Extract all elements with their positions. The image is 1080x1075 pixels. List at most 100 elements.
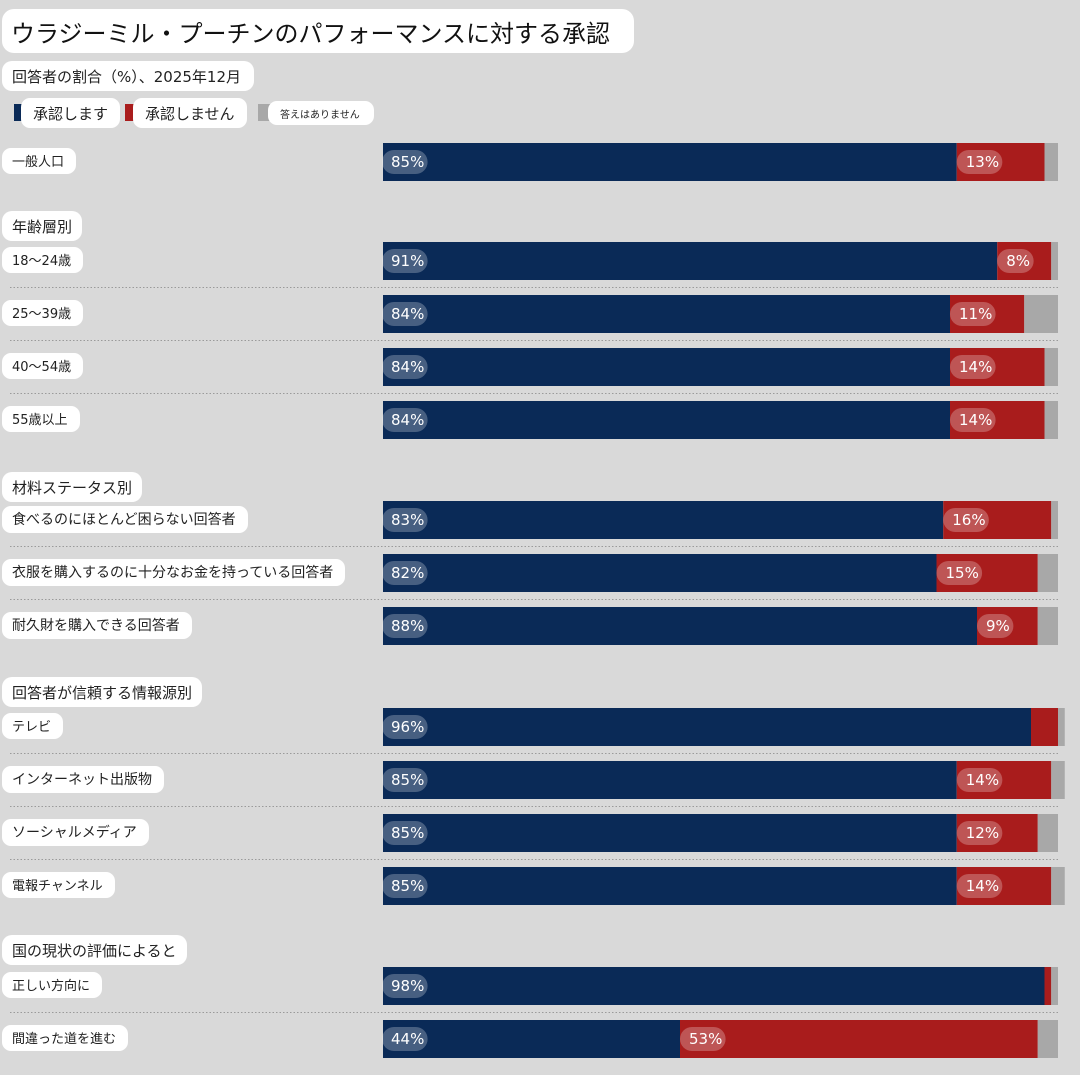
- section-age-label: 年齢層別: [2, 211, 83, 241]
- approve-value-label-chip: [382, 150, 428, 174]
- bar-no-answer: [1037, 1020, 1058, 1058]
- approve-value-label: 88%: [391, 617, 424, 635]
- section-country-label: 国の現状の評価によると: [2, 935, 187, 965]
- bar-no-answer: [1051, 967, 1058, 1005]
- approve-value-label-chip: [382, 974, 428, 998]
- approve-value-label: 85%: [391, 877, 424, 895]
- approve-value-label: 96%: [391, 718, 424, 736]
- disapprove-value-label: 9%: [986, 617, 1010, 635]
- row-label: テレビ: [2, 712, 64, 739]
- bar-approve: [383, 761, 957, 799]
- bar-approve: [383, 1020, 680, 1058]
- disapprove-value-label: 53%: [689, 1030, 722, 1048]
- row-label: 18〜24歳: [2, 246, 84, 273]
- bar-approve: [383, 607, 977, 645]
- disapprove-value-label: 12%: [966, 824, 999, 842]
- bar-no-answer: [1037, 814, 1058, 852]
- bar-disapprove: [956, 143, 1045, 181]
- approve-value-label: 84%: [391, 411, 424, 429]
- bar-disapprove: [956, 867, 1052, 905]
- bar-approve: [383, 967, 1045, 1005]
- bar-no-answer: [1051, 242, 1058, 280]
- approve-value-label-chip: [382, 614, 428, 638]
- bar-approve: [383, 348, 950, 386]
- chart-subtitle: 回答者の割合（%）、2025年12月: [2, 61, 255, 91]
- approve-value-label-chip: [382, 508, 428, 532]
- disapprove-value-label: 14%: [959, 358, 992, 376]
- legend-label-approve: 承認します: [21, 98, 121, 128]
- bar-disapprove: [950, 348, 1045, 386]
- bar-no-answer: [1037, 554, 1058, 592]
- approve-value-label-chip: [382, 355, 428, 379]
- bar-disapprove: [950, 401, 1045, 439]
- disapprove-value-label: 11%: [959, 305, 992, 323]
- approve-value-label: 85%: [391, 771, 424, 789]
- disapprove-value-label-chip: [956, 874, 1003, 898]
- legend-label-no-answer: 答えはありません: [268, 101, 374, 125]
- bar-disapprove: [1044, 967, 1052, 1005]
- approve-value-label: 85%: [391, 824, 424, 842]
- disapprove-value-label-chip: [997, 249, 1034, 273]
- legend-label-disapprove: 承認しません: [133, 98, 247, 128]
- approve-value-label: 85%: [391, 153, 424, 171]
- bar-disapprove: [680, 1020, 1038, 1058]
- disapprove-value-label-chip: [680, 1027, 726, 1051]
- disapprove-value-label-chip: [943, 508, 989, 532]
- bar-disapprove: [956, 814, 1038, 852]
- bar-approve: [383, 401, 950, 439]
- bar-no-answer: [1024, 295, 1058, 333]
- disapprove-value-label-chip: [950, 408, 996, 432]
- approve-value-label-chip: [382, 302, 428, 326]
- bar-disapprove: [950, 295, 1025, 333]
- disapprove-value-label: 13%: [966, 153, 999, 171]
- row-label: 耐久財を購入できる回答者: [2, 611, 192, 639]
- bar-approve: [383, 554, 937, 592]
- disapprove-value-label-chip: [936, 561, 983, 585]
- disapprove-value-label-chip: [950, 355, 996, 379]
- approve-value-label-chip: [382, 874, 428, 898]
- approve-value-label: 98%: [391, 977, 424, 995]
- row-label: インターネット出版物: [2, 765, 164, 793]
- bar-disapprove: [943, 501, 1052, 539]
- section-source-label: 回答者が信頼する情報源別: [2, 677, 203, 707]
- bar-disapprove: [1031, 708, 1058, 746]
- bar-approve: [383, 501, 944, 539]
- approve-value-label: 84%: [391, 305, 424, 323]
- approve-value-label: 84%: [391, 358, 424, 376]
- disapprove-value-label-chip: [956, 768, 1003, 792]
- disapprove-value-label: 15%: [946, 564, 979, 582]
- row-label: 間違った道を進む: [2, 1024, 129, 1051]
- disapprove-value-label: 8%: [1006, 252, 1030, 270]
- disapprove-value-label-chip: [956, 821, 1003, 845]
- approve-value-label-chip: [382, 561, 428, 585]
- approve-value-label-chip: [382, 249, 428, 273]
- approve-value-label-chip: [382, 1027, 428, 1051]
- row-label: 55歳以上: [2, 405, 80, 432]
- row-label: 40〜54歳: [2, 352, 84, 379]
- disapprove-value-label-chip: [950, 302, 996, 326]
- approve-value-label-chip: [382, 768, 428, 792]
- bar-disapprove: [956, 761, 1052, 799]
- bar-no-answer: [1044, 348, 1058, 386]
- disapprove-value-label: 14%: [959, 411, 992, 429]
- approve-value-label: 83%: [391, 511, 424, 529]
- disapprove-value-label: 14%: [966, 877, 999, 895]
- bar-no-answer: [1051, 867, 1065, 905]
- row-label: 衣服を購入するのに十分なお金を持っている回答者: [2, 558, 346, 586]
- bar-approve: [383, 143, 957, 181]
- bar-no-answer: [1051, 761, 1065, 799]
- bar-approve: [383, 814, 957, 852]
- approve-value-label: 82%: [391, 564, 424, 582]
- bar-no-answer: [1037, 607, 1058, 645]
- bar-no-answer: [1044, 143, 1058, 181]
- disapprove-value-label-chip: [956, 150, 1003, 174]
- bar-no-answer: [1051, 501, 1058, 539]
- disapprove-value-label: 16%: [952, 511, 985, 529]
- approve-value-label: 44%: [391, 1030, 424, 1048]
- chart-title: ウラジーミル・プーチンのパフォーマンスに対する承認: [2, 9, 635, 53]
- bar-approve: [383, 867, 957, 905]
- bar-approve: [383, 242, 998, 280]
- bar-disapprove: [936, 554, 1038, 592]
- bar-approve: [383, 295, 950, 333]
